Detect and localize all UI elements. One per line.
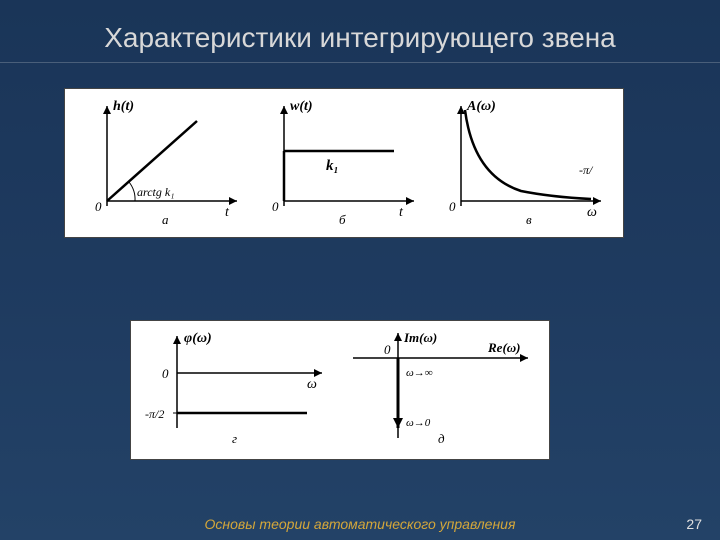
chart-d-anno-top: ω→∞ bbox=[406, 367, 433, 379]
footer-text: Основы теории автоматического управления bbox=[0, 516, 720, 532]
chart-g: φ(ω) ω 0 -π/2 г bbox=[142, 328, 332, 453]
chart-a-sublabel: а bbox=[162, 212, 169, 226]
chart-g-neg: -π/2 bbox=[145, 407, 164, 421]
chart-d-origin: 0 bbox=[384, 342, 391, 357]
panel-row-1: h(t) t 0 arctg k₁ а w(t) t 0 k₁ б bbox=[64, 88, 624, 238]
chart-a-ylabel: h(t) bbox=[113, 99, 134, 114]
chart-d-sublabel: д bbox=[438, 431, 445, 446]
chart-b-ylabel: w(t) bbox=[290, 99, 313, 114]
chart-v-origin: 0 bbox=[449, 199, 456, 214]
chart-b: w(t) t 0 k₁ б bbox=[254, 96, 424, 231]
chart-d: Im(ω) Re(ω) 0 ω→∞ ω→0 д bbox=[338, 328, 538, 453]
chart-a-annotation: arctg k₁ bbox=[137, 185, 174, 199]
chart-d-ylabel: Im(ω) bbox=[403, 330, 437, 345]
chart-b-xlabel: t bbox=[399, 205, 404, 220]
chart-g-xlabel: ω bbox=[307, 377, 317, 392]
chart-a-xlabel: t bbox=[225, 205, 230, 220]
chart-g-origin: 0 bbox=[162, 366, 169, 381]
chart-d-xlabel: Re(ω) bbox=[487, 340, 521, 355]
chart-a: h(t) t 0 arctg k₁ а bbox=[77, 96, 247, 231]
chart-b-sublabel: б bbox=[339, 212, 346, 226]
chart-d-anno-bot: ω→0 bbox=[406, 417, 431, 429]
chart-v-xlabel: ω bbox=[587, 205, 597, 220]
chart-b-origin: 0 bbox=[272, 199, 279, 214]
chart-a-origin: 0 bbox=[95, 199, 102, 214]
panel-row-2: φ(ω) ω 0 -π/2 г Im(ω) Re(ω) 0 ω→∞ ω→0 д bbox=[130, 320, 550, 460]
chart-v-right: -π/ bbox=[579, 163, 594, 177]
chart-v-ylabel: A(ω) bbox=[466, 99, 496, 114]
page-number: 27 bbox=[686, 516, 702, 532]
title-divider bbox=[0, 62, 720, 63]
slide-title: Характеристики интегрирующего звена bbox=[0, 0, 720, 62]
chart-b-value: k₁ bbox=[326, 158, 339, 174]
chart-g-ylabel: φ(ω) bbox=[184, 331, 212, 346]
chart-g-sublabel: г bbox=[232, 431, 237, 446]
chart-v: A(ω) ω 0 -π/ в bbox=[431, 96, 611, 231]
chart-v-sublabel: в bbox=[526, 212, 532, 226]
